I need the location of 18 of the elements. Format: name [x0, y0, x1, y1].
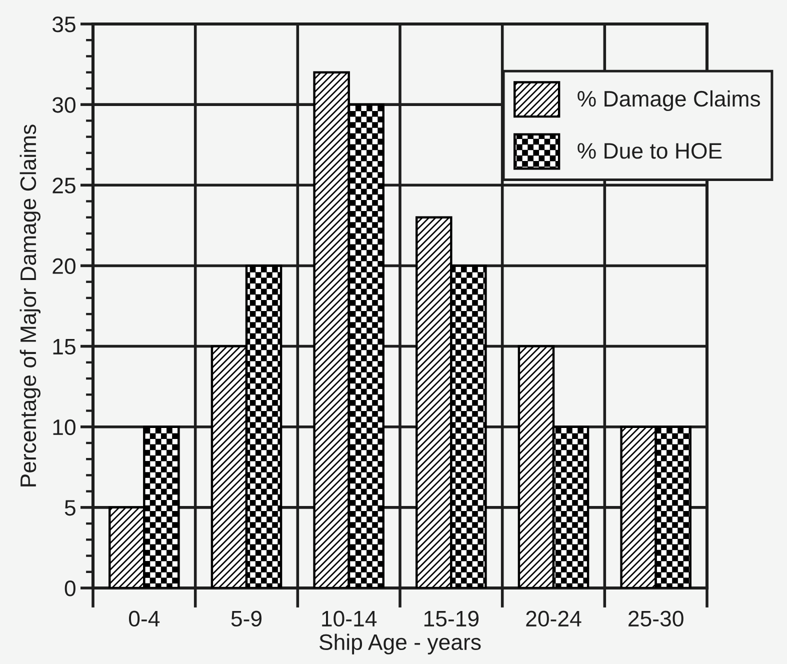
x-tick-label: 20-24 [526, 610, 582, 627]
y-tick-label: 15 [53, 339, 76, 355]
x-tick-label: 15-19 [424, 610, 479, 627]
y-axis-title: Percentage of Major Damage Claims [20, 124, 41, 486]
x-tick-label: 10-14 [322, 610, 377, 627]
y-tick-label: 10 [53, 419, 76, 436]
x-tick-label: 5-9 [231, 610, 262, 627]
y-tick-label: 0 [64, 580, 76, 596]
y-tick-label: 30 [52, 97, 76, 113]
y-tick-label: 20 [52, 258, 76, 274]
y-tick-label: 35 [52, 16, 76, 32]
legend-label: % Due to HOE [578, 143, 722, 159]
x-axis-title: Ship Age - years [319, 634, 481, 654]
y-tick-label: 5 [64, 500, 76, 516]
y-tick-label: 25 [52, 178, 76, 194]
x-tick-label: 25-30 [628, 610, 684, 627]
x-tick-label: 0-4 [128, 610, 160, 627]
legend-label: % Damage Claims [578, 90, 760, 112]
